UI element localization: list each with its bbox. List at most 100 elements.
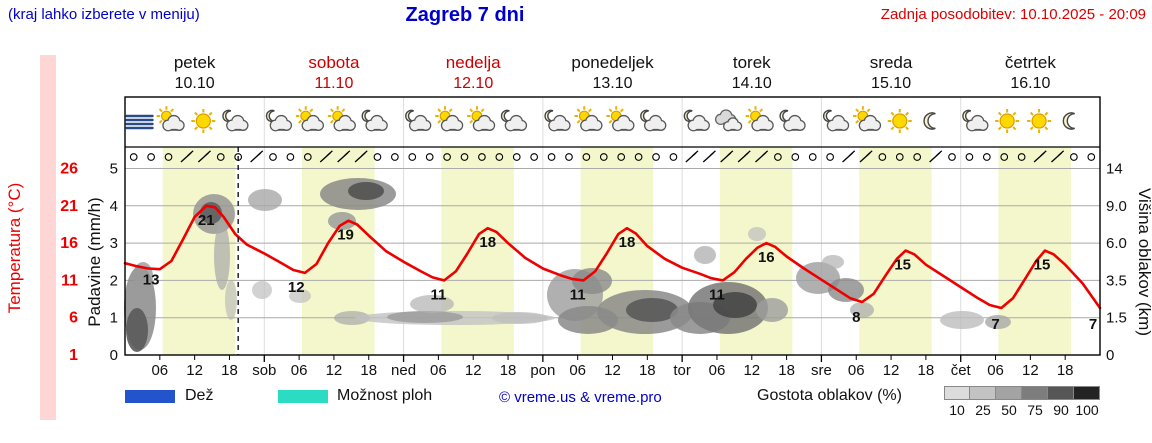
wind-barb-icon (702, 150, 716, 163)
sun-cloud-icon (327, 106, 356, 132)
svg-text:5: 5 (110, 161, 118, 178)
svg-text:26: 26 (60, 161, 78, 178)
svg-text:12: 12 (743, 362, 760, 379)
wind-calm-icon (1017, 153, 1026, 161)
svg-text:sreda: sreda (870, 53, 913, 72)
svg-text:13.10: 13.10 (592, 75, 632, 92)
svg-text:9.0: 9.0 (1106, 198, 1127, 215)
wind-barb-icon (755, 150, 769, 163)
svg-text:18: 18 (360, 362, 377, 379)
svg-text:16: 16 (758, 249, 775, 266)
svg-text:06: 06 (569, 362, 586, 379)
wind-calm-icon (826, 153, 834, 161)
svg-text:8: 8 (852, 309, 860, 326)
svg-text:0: 0 (1106, 347, 1114, 364)
wind-calm-icon (652, 153, 660, 161)
rain-legend-label: Dež (185, 387, 214, 404)
svg-text:13: 13 (143, 271, 160, 288)
sun-cloud-icon (435, 106, 464, 132)
temp-value-labels: 13 21 12 19 11 18 11 18 11 16 8 15 7 15 7 (143, 212, 1097, 333)
wind-calm-icon (495, 153, 504, 161)
wind-calm-icon (216, 153, 225, 161)
wind-calm-icon (565, 153, 573, 161)
wind-calm-icon (530, 153, 539, 161)
sun-cloud-icon (156, 106, 185, 132)
svg-text:12: 12 (326, 362, 343, 379)
wind-barb-icon (1051, 150, 1065, 163)
svg-text:sob: sob (252, 362, 276, 379)
density-step: 100 (1074, 386, 1100, 418)
showers-legend-label: Možnost ploh (337, 387, 433, 404)
svg-text:Višina oblakov (km): Višina oblakov (km) (1135, 188, 1152, 336)
temperature-axis-strip (40, 55, 56, 420)
svg-text:12: 12 (288, 279, 305, 296)
moon-cloud-icon (822, 109, 850, 132)
sun-cloud-icon (853, 106, 882, 132)
wind-barb-icon (180, 150, 194, 163)
wind-calm-icon (1000, 153, 1009, 161)
svg-text:3.5: 3.5 (1106, 272, 1127, 289)
wind-calm-icon (286, 153, 295, 161)
svg-text:16: 16 (60, 235, 78, 252)
svg-text:pon: pon (530, 362, 555, 379)
sun-cloud-icon (467, 106, 496, 132)
copyright-link[interactable]: © vreme.us & vreme.pro (499, 389, 662, 406)
svg-text:14: 14 (1106, 161, 1123, 178)
svg-text:18: 18 (500, 362, 517, 379)
density-step: 90 (1048, 386, 1074, 418)
wind-barb-icon (685, 150, 699, 163)
svg-text:06: 06 (987, 362, 1004, 379)
svg-text:21: 21 (198, 212, 215, 229)
wind-calm-icon (791, 153, 800, 161)
moon-cloud-icon (500, 109, 528, 132)
cloud-density-scale: 10 25 50 75 90 100 (944, 386, 1100, 418)
wind-calm-icon (373, 153, 382, 161)
svg-text:14.10: 14.10 (732, 75, 772, 92)
sun-cloud-icon (745, 106, 774, 132)
svg-text:nedelja: nedelja (446, 53, 501, 72)
svg-text:1: 1 (69, 347, 78, 364)
svg-text:10.10: 10.10 (175, 75, 215, 92)
svg-text:torek: torek (733, 53, 771, 72)
wind-calm-icon (878, 153, 887, 161)
svg-text:06: 06 (151, 362, 168, 379)
svg-text:16.10: 16.10 (1010, 75, 1050, 92)
wind-calm-icon (129, 153, 138, 161)
page-title: Zagreb 7 dni (405, 4, 525, 26)
wind-barb-icon (354, 150, 368, 163)
svg-text:sobota: sobota (308, 53, 360, 72)
wind-barb-icon (859, 150, 873, 163)
wind-barb-icon (1033, 150, 1047, 163)
svg-text:11: 11 (709, 286, 725, 303)
wind-barb-icon (337, 150, 351, 163)
wind-calm-icon (774, 153, 782, 161)
moon-icon (923, 112, 936, 130)
svg-text:18: 18 (619, 234, 636, 251)
svg-text:1: 1 (110, 310, 118, 327)
svg-text:4: 4 (110, 198, 118, 215)
wind-barb-icon (737, 150, 751, 163)
wind-calm-icon (913, 153, 922, 161)
cloud-layer (124, 178, 1011, 352)
svg-text:6: 6 (69, 310, 78, 327)
wind-barb-icon (929, 150, 943, 163)
sun-icon (1027, 109, 1052, 133)
svg-text:12: 12 (883, 362, 900, 379)
svg-text:11: 11 (430, 286, 446, 303)
svg-text:3: 3 (110, 235, 118, 252)
wind-row (129, 150, 1096, 163)
svg-text:7: 7 (1089, 316, 1097, 333)
wind-barb-icon (720, 150, 734, 163)
wind-calm-icon (234, 153, 243, 161)
svg-text:12: 12 (604, 362, 621, 379)
svg-text:0: 0 (110, 347, 118, 364)
moon-cloud-icon (683, 109, 710, 132)
fog-icon (125, 114, 154, 130)
x-axis: 06 12 18 06 12 18 sob 06 12 18 ned 06 12 18 pon 06 12 18 t… (151, 355, 1074, 379)
wind-calm-icon (808, 153, 817, 161)
svg-text:18: 18 (778, 362, 795, 379)
y-axis-temp: 26 21 16 11 6 1 Temperatura (°C) (5, 161, 78, 365)
wind-calm-icon (147, 153, 155, 161)
svg-text:18: 18 (221, 362, 238, 379)
wind-calm-icon (269, 153, 277, 161)
